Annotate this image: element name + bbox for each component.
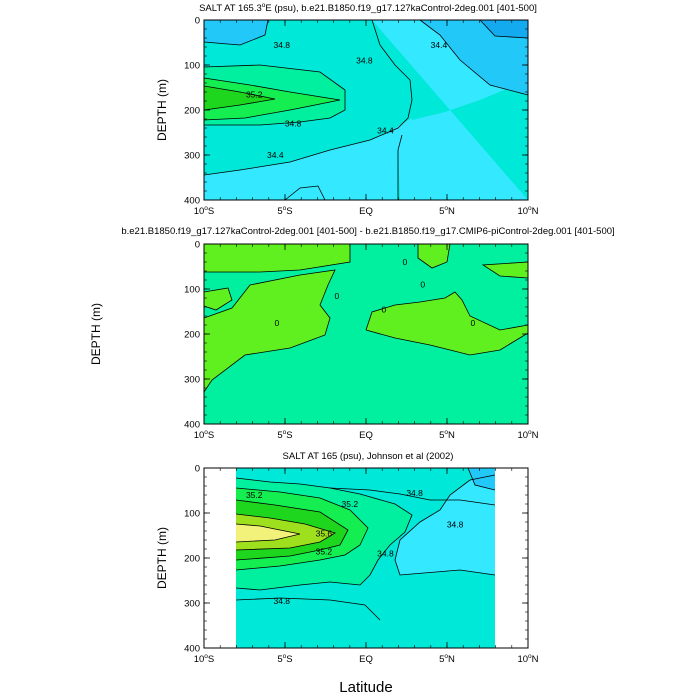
panel-3-x-axis: 10oS 5oS EQ 5oN 10oN xyxy=(194,468,539,665)
contour-label: 0 xyxy=(420,280,425,290)
contour-label: 35.2 xyxy=(342,499,359,509)
panel-3-y-axis: 0 100 200 300 400 xyxy=(184,464,528,655)
panel-2-x-axis: 10oS 5oS EQ 5oN 10oN xyxy=(194,244,539,441)
panel-model-salinity: SALT AT 165.3oE (psu), b.e21.B1850.f19_g… xyxy=(155,2,539,217)
contour-label: 0 xyxy=(275,318,280,328)
x-tick-label: 5oS xyxy=(277,205,292,217)
contour-label: 34.8 xyxy=(377,549,394,559)
x-tick-label: 5oS xyxy=(277,653,292,665)
contour-label: 34.4 xyxy=(267,150,284,160)
y-tick-label: 100 xyxy=(184,61,200,72)
x-tick-label: 5oN xyxy=(439,653,455,665)
contour-label: 34.4 xyxy=(431,40,448,50)
y-tick-label: 0 xyxy=(195,240,200,251)
panel-difference: b.e21.B1850.f19_g17.127kaControl-2deg.00… xyxy=(89,226,615,441)
panel-1-fill xyxy=(204,20,528,200)
x-tick-label: 5oN xyxy=(439,429,455,441)
y-tick-label: 300 xyxy=(184,151,200,162)
panel-1-contours xyxy=(203,19,529,201)
x-tick-label: 10oN xyxy=(517,429,538,441)
y-tick-label: 0 xyxy=(195,16,200,27)
contour-label: 34.8 xyxy=(273,40,290,50)
contour-label: 0 xyxy=(334,291,339,301)
y-tick-label: 0 xyxy=(195,464,200,475)
y-tick-label: 200 xyxy=(184,554,200,565)
contour-label: 34.8 xyxy=(406,488,423,498)
contour-label: 35.2 xyxy=(316,546,333,556)
contour-label: 34.4 xyxy=(377,125,394,135)
contour-label: 35.2 xyxy=(246,89,263,99)
y-tick-label: 300 xyxy=(184,599,200,610)
contour-label: 35.6 xyxy=(316,528,333,538)
panel-2-contour-labels: 0 0 0 0 0 0 xyxy=(275,257,476,328)
panel-2-ylabel: DEPTH (m) xyxy=(89,303,103,365)
x-tick-label: 10oN xyxy=(517,653,538,665)
panel-1-x-axis: 10oS 5oS EQ 5oN 10oN xyxy=(194,20,539,217)
panel-3-contour-labels: 35.2 35.2 34.8 34.8 35.6 35.2 34.8 34.8 xyxy=(246,488,464,606)
contour-label: 34.8 xyxy=(273,596,290,606)
panel-1-title: SALT AT 165.3oE (psu), b.e21.B1850.f19_g… xyxy=(199,2,537,14)
x-tick-label: EQ xyxy=(359,206,373,217)
y-tick-label: 300 xyxy=(184,375,200,386)
x-tick-label: 10oN xyxy=(517,205,538,217)
contour-label: 34.8 xyxy=(285,119,302,129)
y-tick-label: 100 xyxy=(184,285,200,296)
panel-2-title: b.e21.B1850.f19_g17.127kaControl-2deg.00… xyxy=(121,226,614,237)
x-tick-label: EQ xyxy=(359,430,373,441)
y-tick-label: 400 xyxy=(184,420,200,431)
panel-observed-salinity: SALT AT 165 (psu), Johnson et al (2002) … xyxy=(155,451,539,665)
panel-3-title: SALT AT 165 (psu), Johnson et al (2002) xyxy=(283,451,454,462)
contour-label: 0 xyxy=(403,257,408,267)
y-tick-label: 200 xyxy=(184,330,200,341)
contour-label: 34.8 xyxy=(356,56,373,66)
x-tick-label: 10oS xyxy=(194,205,215,217)
contour-label: 34.8 xyxy=(447,519,464,529)
panel-3-fill xyxy=(236,468,495,648)
contour-label: 35.2 xyxy=(246,490,263,500)
y-tick-label: 200 xyxy=(184,106,200,117)
panel-3-contours xyxy=(235,467,496,621)
panel-2-fill xyxy=(204,244,528,424)
panel-3-ylabel: DEPTH (m) xyxy=(155,527,169,589)
y-tick-label: 400 xyxy=(184,644,200,655)
x-tick-label: 10oS xyxy=(194,653,215,665)
contour-label: 0 xyxy=(471,318,476,328)
x-tick-label: 5oN xyxy=(439,205,455,217)
x-tick-label: 5oS xyxy=(277,429,292,441)
x-tick-label: 10oS xyxy=(194,429,215,441)
panel-1-contour-labels: 34.8 35.2 34.8 34.4 34.8 34.4 34.4 xyxy=(246,40,447,160)
panel-1-y-axis: 0 100 200 300 400 xyxy=(184,16,528,207)
panel-1-ylabel: DEPTH (m) xyxy=(155,79,169,141)
y-tick-label: 100 xyxy=(184,509,200,520)
y-tick-label: 400 xyxy=(184,196,200,207)
panel-2-contours xyxy=(203,243,529,393)
x-tick-label: EQ xyxy=(359,654,373,665)
x-axis-title: Latitude xyxy=(339,679,392,696)
contour-label: 0 xyxy=(381,304,386,314)
panel-2-y-axis: 0 100 200 300 400 xyxy=(184,240,528,431)
